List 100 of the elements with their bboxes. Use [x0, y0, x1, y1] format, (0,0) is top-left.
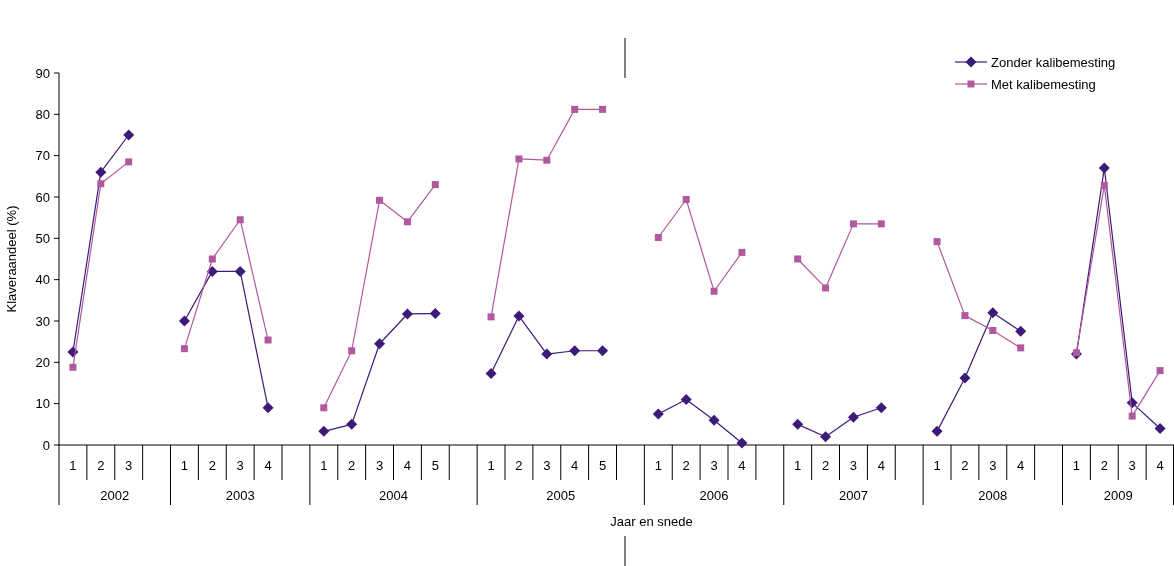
point [652, 408, 664, 420]
y-tick-label: 10 [35, 396, 50, 412]
y-axis-title: Klaveraandeel (%) [4, 205, 19, 313]
point [95, 166, 107, 178]
point [877, 220, 885, 228]
x-tick-label: 4 [1017, 457, 1025, 473]
x-tick-label: 3 [375, 457, 384, 473]
point [487, 313, 495, 321]
x-tick-label: 2 [1100, 457, 1108, 473]
x-tick-label: 2 [515, 457, 523, 473]
point [485, 367, 497, 379]
point [569, 345, 581, 357]
x-tick-label: 5 [431, 457, 439, 473]
x-tick-label: 4 [403, 457, 412, 473]
text: 2003 [225, 487, 255, 503]
point [543, 156, 551, 164]
point [961, 312, 969, 320]
text: 2004 [379, 487, 408, 503]
point [599, 105, 607, 113]
point [708, 414, 720, 426]
x-tick-label: 4 [571, 457, 579, 473]
point [682, 195, 690, 203]
point [680, 394, 692, 406]
point [875, 402, 887, 414]
point [69, 363, 77, 371]
x-tick-label: 1 [794, 457, 802, 473]
point [1128, 412, 1136, 420]
point [987, 307, 999, 319]
y-tick-label: 50 [35, 230, 50, 246]
x-tick-label: 4 [877, 457, 885, 473]
point [959, 372, 971, 384]
x-tick-label: 1 [320, 457, 328, 473]
point [178, 315, 190, 327]
point [989, 327, 997, 335]
point [597, 345, 609, 357]
y-tick-label: 70 [35, 148, 50, 164]
point [320, 404, 328, 412]
x-tick-label: 3 [1128, 457, 1136, 473]
point [571, 105, 579, 113]
point [348, 347, 356, 355]
point [849, 220, 857, 228]
x-tick-label: 2 [348, 457, 356, 473]
point [123, 129, 135, 141]
point [376, 196, 384, 204]
text: 2008 [978, 487, 1008, 503]
y-tick-label: 40 [35, 272, 50, 288]
x-tick-label: 3 [125, 457, 133, 473]
point [513, 310, 525, 322]
point [738, 248, 746, 256]
point [431, 181, 439, 189]
point [97, 180, 105, 188]
point [654, 234, 662, 242]
x-tick-label: 1 [487, 457, 495, 473]
point [1015, 325, 1027, 337]
text: 2006 [699, 487, 729, 503]
x-tick-label: 3 [710, 457, 718, 473]
x-tick-label: 2 [961, 457, 969, 473]
x-tick-label: 4 [738, 457, 746, 473]
point [792, 418, 804, 430]
point [403, 218, 411, 226]
point [541, 348, 553, 360]
y-tick-label: 80 [35, 106, 50, 122]
point [264, 336, 272, 344]
x-tick-label: 1 [1072, 457, 1081, 473]
y-tick-label: 20 [35, 354, 50, 370]
point [794, 255, 802, 263]
point [1156, 367, 1164, 375]
text: 2007 [838, 487, 868, 503]
legend-label: Zonder kalibemesting [991, 54, 1116, 70]
x-tick-label: 1 [933, 457, 941, 473]
x-tick-label: 3 [849, 457, 858, 473]
x-tick-label: 1 [654, 457, 662, 473]
point [180, 345, 188, 353]
x-tick-label: 4 [264, 457, 272, 473]
point [208, 255, 216, 263]
point [346, 418, 358, 430]
x-tick-label: 3 [989, 457, 997, 473]
x-tick-label: 4 [1156, 457, 1164, 473]
point [933, 238, 941, 246]
y-tick-label: 90 [35, 65, 50, 81]
point [1098, 162, 1110, 174]
point [1100, 181, 1108, 189]
point [429, 308, 441, 320]
y-tick-label: 0 [42, 437, 50, 453]
point [710, 287, 718, 295]
point [736, 437, 748, 449]
text: 2002 [100, 487, 130, 503]
point [1154, 422, 1166, 434]
legend-label: Met kalibemesting [991, 76, 1096, 92]
point [822, 284, 830, 292]
point [515, 155, 523, 163]
x-tick-label: 2 [97, 457, 105, 473]
x-tick-label: 5 [598, 457, 607, 473]
point [262, 402, 274, 414]
x-tick-label: 1 [69, 457, 77, 473]
point [125, 158, 133, 166]
point [1017, 344, 1025, 352]
point [318, 425, 330, 437]
x-axis-title: Jaar en snede [610, 513, 693, 529]
point [236, 216, 244, 224]
